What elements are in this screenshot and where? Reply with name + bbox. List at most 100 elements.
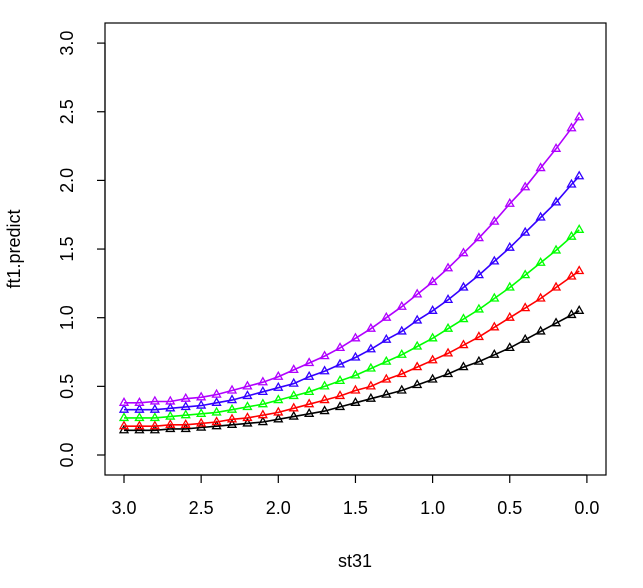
- data-point-black: [473, 355, 485, 365]
- data-point-red: [412, 361, 423, 371]
- data-point-blue: [134, 403, 145, 413]
- data-point-blue: [118, 403, 130, 413]
- data-point-purple: [504, 197, 515, 207]
- data-point-green: [288, 390, 299, 400]
- series-blue: [118, 170, 585, 413]
- data-point-red: [381, 373, 392, 383]
- data-point-green: [257, 398, 268, 408]
- data-point-blue: [149, 403, 160, 413]
- data-point-purple: [304, 357, 315, 367]
- data-point-black: [226, 418, 238, 428]
- data-point-green: [134, 412, 145, 422]
- x-tick-label: 1.0: [420, 498, 445, 518]
- data-point-red: [574, 265, 585, 275]
- data-point-black: [319, 405, 330, 415]
- data-point-green: [504, 281, 515, 291]
- data-point-green: [118, 412, 130, 422]
- data-point-purple: [196, 391, 207, 401]
- data-point-red: [396, 368, 407, 378]
- data-point-blue: [442, 294, 454, 304]
- data-point-red: [226, 413, 238, 423]
- data-point-red: [473, 331, 485, 341]
- data-point-purple: [211, 388, 222, 398]
- data-point-purple: [566, 122, 577, 132]
- data-point-black: [442, 368, 454, 378]
- data-point-black: [381, 388, 392, 398]
- x-tick-label: 2.0: [266, 498, 291, 518]
- data-point-green: [566, 230, 577, 240]
- data-point-purple: [273, 370, 284, 380]
- data-point-green: [473, 303, 485, 313]
- data-point-purple: [412, 288, 423, 298]
- data-point-purple: [427, 276, 438, 286]
- data-point-green: [381, 355, 392, 365]
- y-tick-label: 0.5: [57, 374, 77, 399]
- data-point-green: [180, 409, 191, 419]
- data-point-red: [165, 418, 176, 428]
- y-axis-label: ft1.predict: [4, 209, 24, 288]
- data-point-purple: [381, 311, 392, 321]
- data-point-red: [489, 321, 500, 331]
- data-point-blue: [504, 241, 515, 251]
- series-red: [118, 265, 585, 430]
- data-point-blue: [196, 399, 207, 409]
- data-point-blue: [473, 269, 485, 279]
- data-point-black: [273, 413, 284, 423]
- data-point-black: [412, 379, 423, 389]
- data-point-green: [574, 224, 585, 233]
- data-point-green: [520, 269, 531, 279]
- data-point-green: [211, 406, 222, 416]
- data-point-purple: [134, 397, 145, 406]
- data-point-red: [196, 417, 207, 427]
- data-point-blue: [427, 305, 438, 314]
- data-point-black: [566, 309, 577, 319]
- data-point-black: [350, 397, 361, 406]
- data-point-green: [442, 322, 454, 332]
- data-point-blue: [458, 281, 469, 291]
- data-point-purple: [520, 181, 531, 191]
- data-point-blue: [489, 255, 500, 265]
- data-point-red: [304, 398, 315, 408]
- data-point-black: [427, 373, 438, 383]
- data-point-red: [365, 380, 377, 390]
- data-point-blue: [226, 394, 238, 404]
- x-tick-label: 3.0: [111, 498, 136, 518]
- data-point-blue: [350, 351, 361, 361]
- data-point-purple: [288, 364, 299, 374]
- data-point-red: [458, 339, 469, 349]
- series-line-green: [124, 229, 580, 419]
- series-line-black: [124, 310, 580, 432]
- data-point-green: [396, 348, 407, 358]
- data-point-purple: [242, 380, 253, 390]
- data-point-blue: [257, 386, 268, 395]
- data-point-red: [273, 406, 284, 416]
- series-line-purple: [124, 116, 580, 404]
- data-point-red: [427, 354, 438, 364]
- data-point-red: [149, 420, 160, 430]
- data-point-green: [273, 394, 284, 404]
- data-point-blue: [574, 170, 585, 180]
- data-point-black: [242, 417, 253, 427]
- data-point-purple: [574, 111, 585, 121]
- data-point-blue: [273, 381, 284, 391]
- data-point-blue: [550, 196, 562, 206]
- data-point-purple: [180, 392, 191, 402]
- x-tick-label: 0.5: [497, 498, 522, 518]
- data-point-red: [520, 302, 531, 312]
- data-point-black: [257, 416, 268, 426]
- data-point-purple: [442, 262, 454, 272]
- data-point-green: [196, 407, 207, 417]
- data-point-black: [574, 305, 585, 314]
- y-tick-label: 0.0: [57, 442, 77, 467]
- data-point-red: [535, 292, 546, 302]
- y-axis: 0.0 0.5 1.0 1.5 2.0 2.5 3.0: [57, 31, 106, 468]
- data-point-green: [304, 386, 315, 395]
- data-point-blue: [381, 333, 392, 343]
- data-point-blue: [211, 397, 222, 406]
- data-point-black: [365, 392, 377, 402]
- data-point-green: [319, 380, 330, 390]
- data-point-black: [288, 410, 299, 420]
- data-point-green: [412, 340, 423, 350]
- data-point-red: [319, 394, 330, 404]
